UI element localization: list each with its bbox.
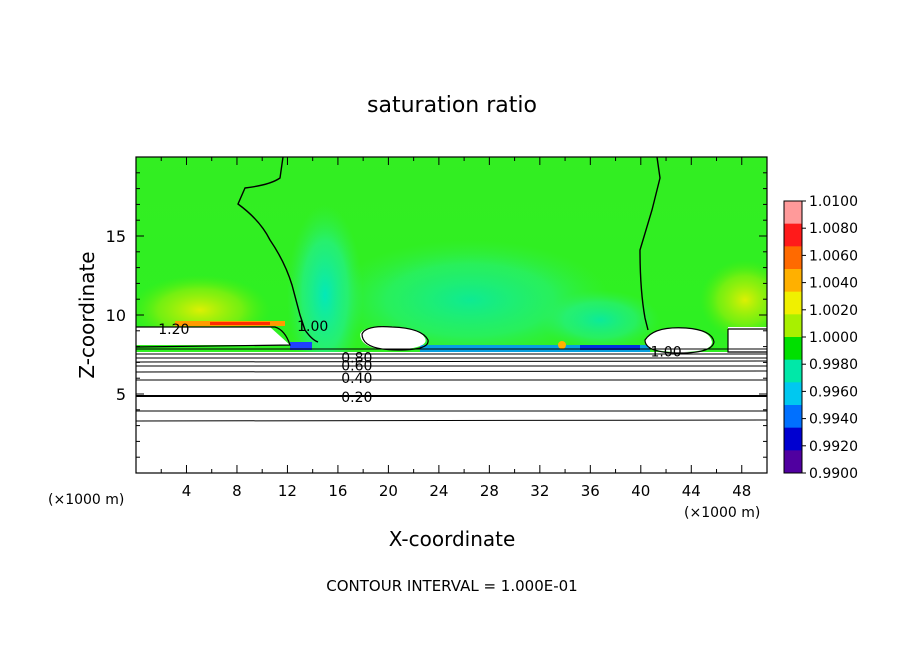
contour-0p40 — [136, 370, 767, 373]
contour-label: 1.00 — [297, 319, 328, 335]
y-tick-label: 15 — [106, 227, 126, 246]
orange-cell — [558, 341, 566, 349]
x-tick-label: 4 — [182, 482, 192, 500]
cloud-blob-center — [360, 326, 426, 350]
colorbar-swatch — [784, 201, 802, 225]
y-tick-label: 5 — [116, 385, 126, 404]
colorbar-label: 0.9940 — [809, 412, 858, 428]
colorbar-swatch — [784, 223, 802, 247]
contour-1p00-right — [639, 157, 661, 331]
x-tick-label: 8 — [232, 482, 242, 500]
colorbar-label: 0.9960 — [809, 384, 858, 400]
contour-label: 0.60 — [341, 359, 372, 375]
lower-white-region — [136, 352, 767, 473]
contour-0p60 — [136, 360, 767, 363]
x-tick-label: 40 — [631, 482, 650, 500]
contour-0p05 — [136, 419, 767, 422]
contour-label: 0.20 — [341, 390, 372, 406]
x-axis-title: X-coordinate — [389, 527, 516, 551]
heatmap-field — [136, 157, 767, 473]
y-tick-label: 10 — [106, 306, 126, 325]
colorbar-swatch — [784, 291, 802, 315]
cloud-blob-right — [645, 327, 712, 352]
x-tick-label: 20 — [379, 482, 398, 500]
colorbar-swatch — [784, 269, 802, 293]
contour-label: 1.00 — [650, 344, 681, 360]
x-unit-left: (×1000 m) — [48, 492, 124, 508]
colorbar-swatch — [784, 405, 802, 429]
contour-labels: 1.20 1.00 1.00 0.800.600.40 0.20 — [158, 319, 681, 406]
y-axis-title: Z-coordinate — [75, 251, 99, 378]
yellow-region-right — [700, 260, 767, 340]
x-tick-label: 24 — [429, 482, 448, 500]
chart-title: saturation ratio — [367, 93, 537, 118]
colorbar-swatch — [784, 337, 802, 361]
contour-right-layer — [727, 328, 767, 353]
colorbar-swatch — [784, 450, 802, 474]
x-tick-label: 28 — [480, 482, 499, 500]
x-tick-label: 12 — [278, 482, 297, 500]
contour-1p20-top-left — [136, 326, 291, 348]
contour-1p00-left — [237, 157, 319, 343]
contour-interval-note: CONTOUR INTERVAL = 1.000E-01 — [326, 577, 577, 595]
colorbar-swatch — [784, 382, 802, 406]
colorbar-swatch — [784, 359, 802, 383]
colorbar-label: 0.9980 — [809, 357, 858, 373]
x-tick-label: 16 — [328, 482, 347, 500]
red-band-left — [210, 322, 270, 325]
contour-lines — [136, 157, 767, 422]
x-unit-right: (×1000 m) — [684, 505, 760, 521]
x-axis-ticks: 4 8 12 16 20 24 28 32 36 40 44 48 — [160, 157, 751, 500]
x-tick-label: 32 — [530, 482, 549, 500]
colorbar-label: 1.0000 — [809, 330, 858, 346]
x-tick-label: 36 — [581, 482, 600, 500]
colorbar-swatch — [784, 314, 802, 338]
colorbar-label: 0.9900 — [809, 466, 858, 482]
x-tick-label: 48 — [732, 482, 751, 500]
colorbar: 1.0100 1.0080 1.0060 1.0040 1.0020 1.0000 0.99… — [783, 194, 858, 482]
cyan-region-left — [287, 205, 363, 385]
contour-label: 0.80 — [341, 351, 372, 367]
dark-blue-band — [580, 345, 640, 350]
x-tick-label: 44 — [682, 482, 701, 500]
colorbar-label: 1.0040 — [809, 276, 858, 292]
colorbar-swatch — [784, 246, 802, 270]
contour-cloud-right — [644, 327, 715, 354]
cloud-layer-left — [136, 327, 290, 345]
cyan-region-right — [540, 290, 660, 350]
cloud-layer-right — [728, 327, 767, 352]
colorbar-label: 1.0080 — [809, 221, 858, 237]
colorbar-label: 0.9920 — [809, 439, 858, 455]
contour-label: 0.40 — [341, 371, 372, 387]
contour-label: 1.20 — [158, 322, 189, 338]
blue-patch-left — [290, 342, 312, 350]
y-axis-ticks: 5 10 15 — [106, 172, 767, 458]
colorbar-label: 1.0020 — [809, 303, 858, 319]
colorbar-label: 1.0100 — [809, 194, 858, 210]
colorbar-label: 1.0060 — [809, 248, 858, 264]
colorbar-swatch — [784, 427, 802, 451]
